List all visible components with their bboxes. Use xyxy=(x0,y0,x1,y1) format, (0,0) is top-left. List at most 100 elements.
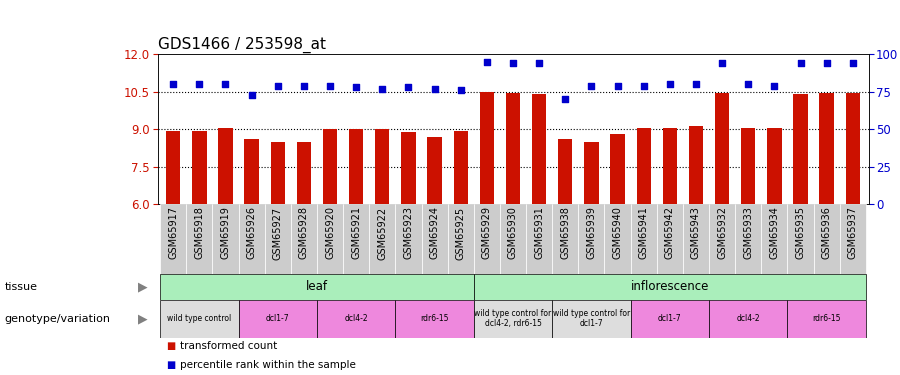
Bar xyxy=(500,204,526,274)
Bar xyxy=(238,300,317,338)
Point xyxy=(610,83,625,89)
Bar xyxy=(688,126,703,204)
Bar xyxy=(369,204,395,274)
Bar xyxy=(395,300,473,338)
Text: dcl1-7: dcl1-7 xyxy=(658,314,681,323)
Text: wild type control for
dcl4-2, rdr6-15: wild type control for dcl4-2, rdr6-15 xyxy=(474,309,552,328)
Text: ▶: ▶ xyxy=(138,280,148,293)
Text: GSM65936: GSM65936 xyxy=(822,207,832,260)
Bar xyxy=(662,128,677,204)
Bar xyxy=(166,130,180,204)
Bar xyxy=(553,300,631,338)
Bar xyxy=(291,204,317,274)
Bar xyxy=(160,300,238,338)
Bar xyxy=(846,93,860,204)
Bar xyxy=(657,204,683,274)
Text: inflorescence: inflorescence xyxy=(631,280,709,293)
Bar xyxy=(375,129,390,204)
Text: GSM65921: GSM65921 xyxy=(351,207,361,260)
Bar xyxy=(317,300,395,338)
Bar xyxy=(323,129,338,204)
Point xyxy=(192,81,206,87)
Point xyxy=(558,96,572,102)
Text: GSM65923: GSM65923 xyxy=(403,207,413,260)
Text: wild type control for
dcl1-7: wild type control for dcl1-7 xyxy=(553,309,630,328)
Bar xyxy=(219,128,233,204)
Text: GSM65917: GSM65917 xyxy=(168,207,178,260)
Text: GSM65940: GSM65940 xyxy=(613,207,623,260)
Text: leaf: leaf xyxy=(306,280,328,293)
Text: percentile rank within the sample: percentile rank within the sample xyxy=(180,360,356,370)
Text: GSM65922: GSM65922 xyxy=(377,207,387,260)
Text: GSM65925: GSM65925 xyxy=(455,207,465,260)
Point xyxy=(323,83,338,89)
Bar xyxy=(584,142,598,204)
Bar xyxy=(526,204,553,274)
Text: transformed count: transformed count xyxy=(180,341,277,351)
Point xyxy=(271,83,285,89)
Text: GSM65929: GSM65929 xyxy=(482,207,492,260)
Bar xyxy=(735,204,761,274)
Text: rdr6-15: rdr6-15 xyxy=(420,314,449,323)
Point xyxy=(636,83,651,89)
Point xyxy=(793,60,807,66)
Bar xyxy=(631,300,709,338)
Bar xyxy=(160,274,473,300)
Bar xyxy=(473,300,553,338)
Text: GSM65938: GSM65938 xyxy=(561,207,571,260)
Point xyxy=(166,81,180,87)
Point xyxy=(219,81,233,87)
Bar xyxy=(473,274,866,300)
Bar xyxy=(428,137,442,204)
Point xyxy=(506,60,520,66)
Point xyxy=(454,87,468,93)
Bar xyxy=(579,204,605,274)
Text: GSM65927: GSM65927 xyxy=(273,207,283,260)
Bar xyxy=(265,204,291,274)
Bar xyxy=(447,204,473,274)
Text: GSM65918: GSM65918 xyxy=(194,207,204,260)
Text: GSM65930: GSM65930 xyxy=(508,207,518,260)
Text: rdr6-15: rdr6-15 xyxy=(813,314,841,323)
Bar xyxy=(761,204,788,274)
Point xyxy=(401,84,416,90)
Text: dcl1-7: dcl1-7 xyxy=(266,314,290,323)
Point xyxy=(584,83,598,89)
Bar xyxy=(631,204,657,274)
Bar xyxy=(741,128,755,204)
Bar xyxy=(212,204,238,274)
Point xyxy=(428,86,442,92)
Text: genotype/variation: genotype/variation xyxy=(4,314,111,324)
Text: dcl4-2: dcl4-2 xyxy=(345,314,368,323)
Bar xyxy=(820,93,834,204)
Text: GSM65942: GSM65942 xyxy=(665,207,675,260)
Point xyxy=(688,81,703,87)
Bar xyxy=(788,204,814,274)
Bar xyxy=(395,204,421,274)
Text: GSM65926: GSM65926 xyxy=(247,207,256,260)
Point xyxy=(662,81,677,87)
Text: GSM65934: GSM65934 xyxy=(770,207,779,260)
Text: GSM65928: GSM65928 xyxy=(299,207,309,260)
Text: GDS1466 / 253598_at: GDS1466 / 253598_at xyxy=(158,37,326,53)
Bar xyxy=(814,204,840,274)
Text: GSM65935: GSM65935 xyxy=(796,207,806,260)
Point xyxy=(846,60,860,66)
Text: GSM65933: GSM65933 xyxy=(743,207,753,260)
Text: GSM65919: GSM65919 xyxy=(220,207,230,260)
Bar xyxy=(454,130,468,204)
Point xyxy=(767,83,781,89)
Bar xyxy=(271,142,285,204)
Bar xyxy=(636,128,651,204)
Text: GSM65941: GSM65941 xyxy=(639,207,649,260)
Point xyxy=(349,84,364,90)
Bar xyxy=(506,93,520,204)
Point xyxy=(375,86,390,92)
Bar xyxy=(793,94,807,204)
Bar xyxy=(238,204,265,274)
Bar xyxy=(715,93,729,204)
Bar xyxy=(709,300,788,338)
Bar xyxy=(349,129,364,204)
Bar xyxy=(160,204,186,274)
Bar xyxy=(421,204,447,274)
